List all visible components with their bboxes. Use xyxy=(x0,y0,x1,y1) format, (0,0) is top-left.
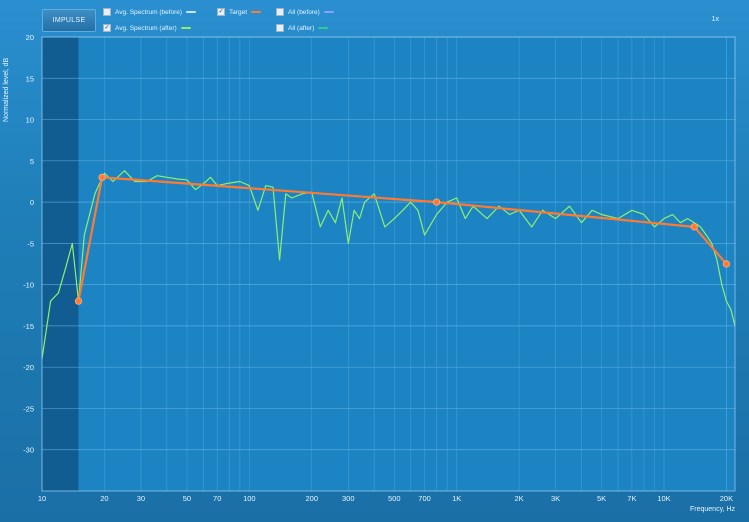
avg-spectrum-before-swatch xyxy=(186,11,197,13)
plot-area xyxy=(42,37,735,491)
y-tick-label: -15 xyxy=(23,322,34,331)
target-point xyxy=(722,260,731,268)
y-tick-label: -25 xyxy=(23,404,34,413)
x-tick-label: 10 xyxy=(38,494,46,503)
avg-spectrum-after-checkbox[interactable]: ✓ xyxy=(103,24,111,32)
legend-label: Avg. Spectrum (before) xyxy=(115,8,183,16)
y-tick-label: -10 xyxy=(23,281,34,290)
x-tick-label: 5K xyxy=(597,494,606,503)
target-checkbox[interactable]: ✓ xyxy=(217,8,225,16)
legend-label: Target xyxy=(229,8,248,16)
legend-target[interactable]: ✓ Target xyxy=(217,8,262,16)
x-tick-label: 3K xyxy=(551,494,560,503)
x-tick-label: 20K xyxy=(720,494,733,503)
target-point xyxy=(98,173,106,181)
x-tick-label: 70 xyxy=(213,494,221,503)
y-tick-label: -5 xyxy=(27,239,34,248)
y-tick-label: 10 xyxy=(26,116,34,125)
excluded-region xyxy=(42,37,79,491)
y-tick-label: 20 xyxy=(26,33,34,42)
x-tick-label: 10K xyxy=(657,494,670,503)
y-axis-label: Normalized level, dB xyxy=(3,58,13,122)
x-tick-label: 20 xyxy=(100,494,108,503)
x-tick-label: 200 xyxy=(305,494,318,503)
y-tick-label: 5 xyxy=(30,157,34,166)
zoom-level-label[interactable]: 1x xyxy=(711,16,719,23)
impulse-button[interactable]: IMPULSE xyxy=(42,9,96,32)
legend-all-after[interactable]: All (after) xyxy=(276,24,329,32)
x-tick-label: 30 xyxy=(137,494,145,503)
x-tick-label: 50 xyxy=(183,494,191,503)
legend-label: All (after) xyxy=(288,24,315,32)
all-before-checkbox[interactable] xyxy=(276,8,284,16)
x-tick-label: 1K xyxy=(452,494,461,503)
x-tick-label: 100 xyxy=(243,494,256,503)
legend-label: All (before) xyxy=(288,8,320,16)
x-axis-label: Frequency, Hz xyxy=(690,506,735,513)
y-tick-label: -30 xyxy=(23,446,34,455)
avg-spectrum-before-checkbox[interactable] xyxy=(103,8,111,16)
target-point xyxy=(690,223,698,231)
target-point xyxy=(74,297,83,305)
target-swatch xyxy=(251,11,262,13)
legend-all-before[interactable]: All (before) xyxy=(276,8,334,16)
x-tick-label: 300 xyxy=(342,494,355,503)
x-tick-label: 7K xyxy=(627,494,636,503)
x-tick-label: 500 xyxy=(388,494,401,503)
legend-avg-spectrum-after[interactable]: ✓ Avg. Spectrum (after) xyxy=(103,24,191,32)
plot-border xyxy=(41,36,736,492)
y-tick-label: 0 xyxy=(30,198,34,207)
all-after-swatch xyxy=(318,27,329,29)
avg-spectrum-after-swatch xyxy=(180,27,191,29)
y-tick-label: -20 xyxy=(23,363,34,372)
legend-avg-spectrum-before[interactable]: Avg. Spectrum (before) xyxy=(103,8,197,16)
all-before-swatch xyxy=(323,11,334,13)
x-tick-label: 700 xyxy=(418,494,431,503)
y-tick-label: 15 xyxy=(26,74,34,83)
target-point xyxy=(432,198,441,206)
all-after-checkbox[interactable] xyxy=(276,24,284,32)
legend-label: Avg. Spectrum (after) xyxy=(115,24,177,32)
x-tick-label: 2K xyxy=(514,494,523,503)
